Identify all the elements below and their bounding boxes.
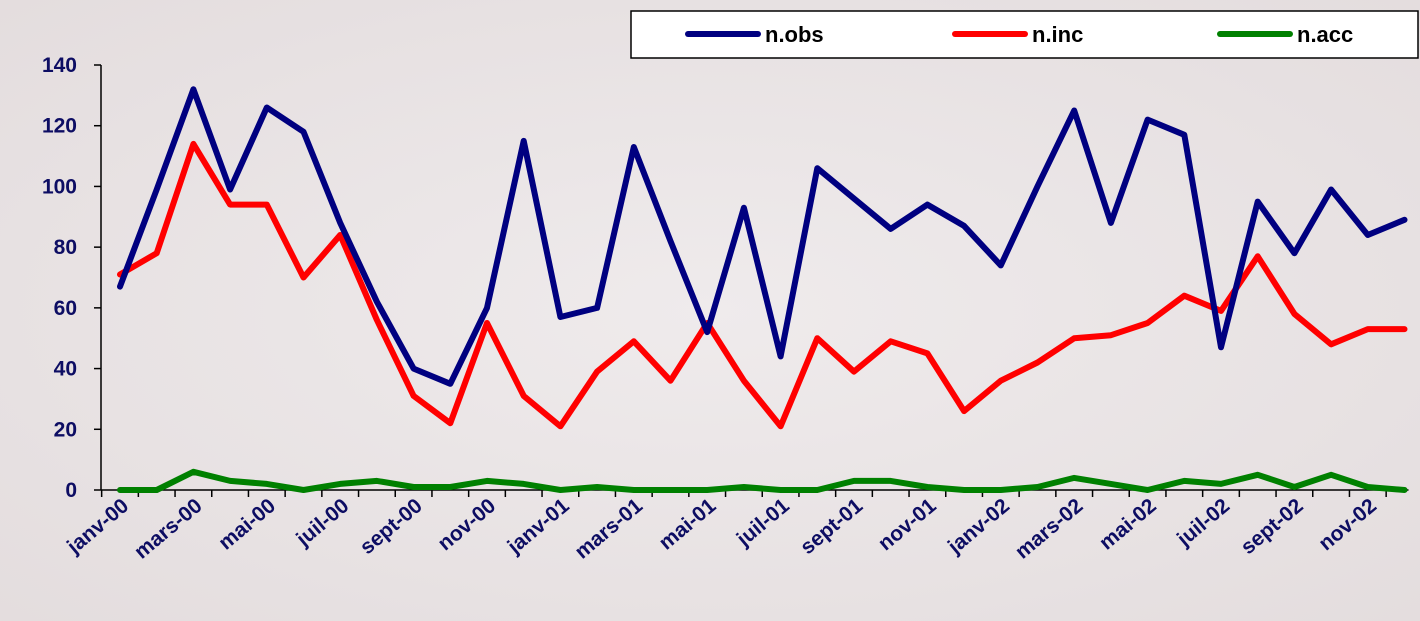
y-tick-label: 0 [65,479,77,502]
legend-label: n.inc [1032,22,1083,47]
legend: n.obs n.inc n.acc [630,10,1419,59]
y-tick-label: 40 [54,358,77,381]
y-tick-label: 20 [54,418,77,441]
y-tick-label: 80 [54,236,77,259]
series-line-n-inc [117,140,1408,430]
y-tick-label: 120 [42,115,77,138]
y-tick-label: 100 [42,175,77,198]
series-line-n-acc [117,468,1408,493]
y-tick-label: 140 [42,54,77,77]
series-layer [117,86,1408,493]
series-line-n-obs [117,86,1408,387]
legend-label: n.acc [1297,22,1353,47]
y-tick-label: 60 [54,297,77,320]
legend-label: n.obs [765,22,824,47]
